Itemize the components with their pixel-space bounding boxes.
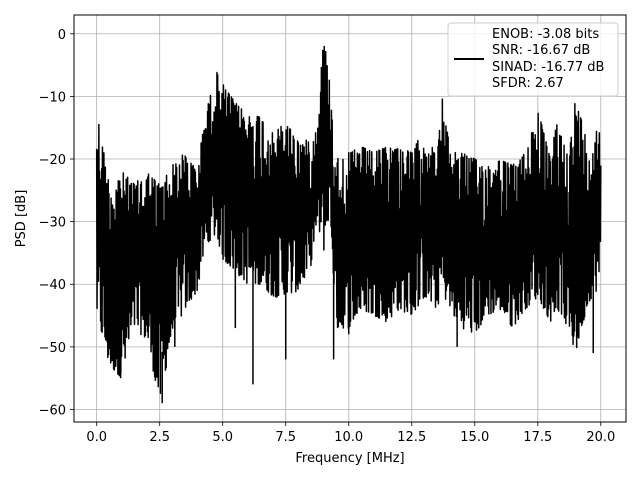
legend-box bbox=[447, 22, 619, 97]
x-tick-label: 15.0 bbox=[460, 430, 489, 445]
legend: ENOB: -3.08 bits SNR: -16.67 dB SINAD: -… bbox=[447, 22, 619, 97]
legend-entry-sinad: SINAD: -16.77 dB bbox=[492, 60, 604, 75]
y-tick-label: −10 bbox=[39, 90, 66, 105]
legend-entry-enob: ENOB: -3.08 bits bbox=[492, 27, 599, 42]
x-tick-label: 17.5 bbox=[523, 430, 552, 445]
legend-entry-sfdr: SFDR: 2.67 bbox=[492, 76, 564, 91]
plot-area-frame bbox=[73, 14, 627, 423]
x-tick-label: 5.0 bbox=[212, 430, 233, 445]
x-tick-label: 10.0 bbox=[334, 430, 363, 445]
y-tick-label: −40 bbox=[39, 278, 66, 293]
y-tick-label: 0 bbox=[58, 28, 66, 43]
x-tick-label: 20.0 bbox=[586, 430, 615, 445]
x-axis-label: Frequency [MHz] bbox=[295, 451, 404, 466]
x-tick-label: 0.0 bbox=[86, 430, 107, 445]
psd-series bbox=[95, 45, 602, 404]
y-tick-label: −30 bbox=[39, 216, 66, 231]
legend-entry-snr: SNR: -16.67 dB bbox=[492, 43, 590, 58]
x-tick-label: 7.5 bbox=[275, 430, 296, 445]
y-tick-label: −60 bbox=[39, 403, 66, 418]
axis-ticks: 0.0 2.5 5.0 7.5 10.0 12.5 15.0 17.5 20.0 0 −10 −20 −… bbox=[39, 28, 616, 445]
y-axis-label: PSD [dB] bbox=[14, 190, 29, 248]
y-tick-label: −20 bbox=[39, 153, 66, 168]
x-tick-label: 12.5 bbox=[397, 430, 426, 445]
x-tick-label: 2.5 bbox=[149, 430, 170, 445]
psd-trace bbox=[95, 45, 602, 394]
y-tick-label: −50 bbox=[39, 341, 66, 356]
